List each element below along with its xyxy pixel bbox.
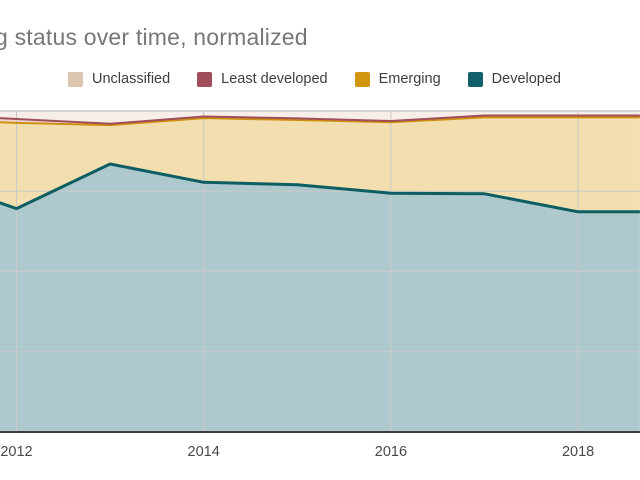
developed-area: [0, 164, 640, 432]
legend-item-least-developed: Least developed: [197, 71, 328, 87]
legend-item-emerging: Emerging: [354, 71, 441, 87]
legend-swatch-icon: [354, 71, 370, 87]
legend-swatch-icon: [68, 71, 83, 87]
legend-label: Developed: [491, 71, 561, 87]
emerging-line: [0, 116, 640, 127]
unclassified-area: [0, 111, 640, 124]
legend-item-unclassified: Unclassified: [68, 71, 170, 87]
x-axis-label-2012: 2012: [0, 444, 33, 460]
chart-title: g status over time, normalized: [0, 24, 308, 50]
developed-line: [0, 162, 640, 214]
legend-label: Unclassified: [92, 71, 171, 87]
legend: Unclassified Least developed Emerging Devel…: [68, 71, 561, 87]
legend-label: Least developed: [221, 71, 328, 87]
legend-swatch-icon: [467, 71, 483, 87]
x-axis-label-2018: 2018: [561, 444, 595, 460]
legend-label: Emerging: [378, 71, 441, 87]
x-axis-label-2016: 2016: [374, 444, 408, 460]
x-axis: 2012 2014 2016 2018: [0, 444, 640, 464]
least-developed-line: [0, 114, 640, 125]
emerging-area: [0, 117, 640, 212]
legend-item-developed: Developed: [467, 71, 561, 87]
legend-swatch-icon: [197, 71, 213, 87]
x-axis-label-2014: 2014: [187, 444, 220, 460]
